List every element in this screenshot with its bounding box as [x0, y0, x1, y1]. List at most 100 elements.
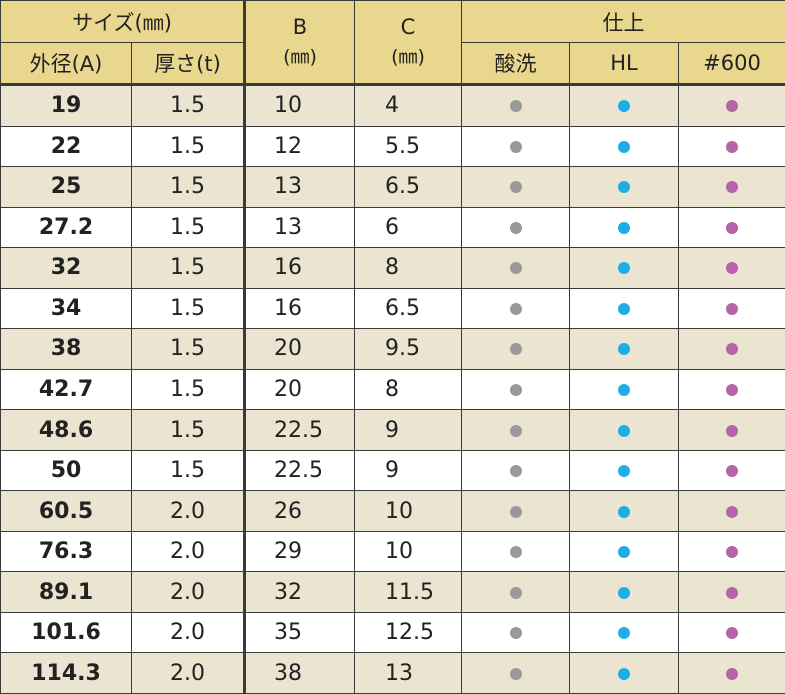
finish-hl-header: HL: [569, 42, 680, 85]
finish-hl-cell: [569, 83, 680, 127]
thickness-cell: 1.5: [130, 247, 246, 289]
table-row: 89.1 2.0 32 11.5: [0, 571, 785, 613]
thickness-cell: 1.5: [130, 449, 246, 492]
c-cell: 8: [354, 247, 463, 289]
table-row: 114.3 2.0 38 13: [0, 652, 785, 694]
c-cell: 6.5: [354, 166, 463, 208]
table-body: 19 1.5 10 4 22 1.5 12 5.5 25 1.5 13 6.5 27.2 1.5 13 6 32…: [0, 83, 785, 694]
finish-600-dot-icon: [726, 627, 739, 640]
c-header: C (㎜): [354, 0, 463, 85]
finish-pickled-cell: [461, 449, 571, 492]
thickness-cell: 1.5: [130, 83, 246, 127]
finish-hl-dot-icon: [618, 505, 631, 518]
table-row: 50 1.5 22.5 9: [0, 449, 785, 492]
finish-pickled-cell: [461, 409, 571, 451]
table-row: 76.3 2.0 29 10: [0, 530, 785, 573]
finish-600-cell: [678, 83, 785, 127]
finish-hl-cell: [569, 611, 680, 654]
table-row: 48.6 1.5 22.5 9: [0, 409, 785, 451]
table-row: 42.7 1.5 20 8: [0, 368, 785, 411]
finish-600-dot-icon: [726, 667, 739, 680]
finish-600-cell: [678, 206, 785, 249]
thickness-cell: 1.5: [130, 409, 246, 451]
outer-diameter-cell: 48.6: [0, 409, 132, 451]
thickness-cell: 1.5: [130, 166, 246, 208]
finish-600-dot-icon: [726, 546, 739, 559]
c-cell: 9: [354, 409, 463, 451]
finish-pickled-dot-icon: [509, 465, 522, 478]
finish-600-dot-icon: [726, 586, 739, 599]
outer-diameter-cell: 50: [0, 449, 132, 492]
outer-diameter-cell: 19: [0, 83, 132, 127]
finish-600-dot-icon: [726, 221, 739, 234]
finish-600-header: #600: [678, 42, 785, 85]
c-cell: 5.5: [354, 125, 463, 168]
finish-pickled-dot-icon: [509, 505, 522, 518]
finish-pickled-cell: [461, 247, 571, 289]
finish-pickled-cell: [461, 125, 571, 168]
finish-600-cell: [678, 652, 785, 694]
table-row: 101.6 2.0 35 12.5: [0, 611, 785, 654]
finish-hl-cell: [569, 571, 680, 613]
finish-hl-dot-icon: [618, 100, 631, 113]
c-cell: 6.5: [354, 287, 463, 330]
outer-diameter-cell: 32: [0, 247, 132, 289]
finish-pickled-dot-icon: [509, 100, 522, 113]
finish-pickled-cell: [461, 611, 571, 654]
finish-hl-cell: [569, 409, 680, 451]
table-row: 38 1.5 20 9.5: [0, 328, 785, 370]
c-cell: 6: [354, 206, 463, 249]
table-row: 32 1.5 16 8: [0, 247, 785, 289]
outer-diameter-cell: 34: [0, 287, 132, 330]
table-row: 19 1.5 10 4: [0, 83, 785, 127]
outer-diameter-cell: 60.5: [0, 490, 132, 532]
outer-diameter-cell: 25: [0, 166, 132, 208]
finish-pickled-dot-icon: [509, 627, 522, 640]
finish-600-dot-icon: [726, 302, 739, 315]
b-cell: 13: [243, 206, 356, 249]
outer-diameter-cell: 76.3: [0, 530, 132, 573]
b-header-unit: (㎜): [283, 46, 317, 68]
finish-hl-dot-icon: [618, 546, 631, 559]
thickness-cell: 2.0: [130, 652, 246, 694]
finish-hl-dot-icon: [618, 383, 631, 396]
finish-hl-dot-icon: [618, 424, 631, 437]
finish-600-cell: [678, 530, 785, 573]
finish-pickled-dot-icon: [509, 181, 522, 194]
b-cell: 26: [243, 490, 356, 532]
b-header-label: B: [292, 15, 308, 39]
finish-600-cell: [678, 287, 785, 330]
finish-hl-cell: [569, 530, 680, 573]
finish-600-dot-icon: [726, 262, 739, 275]
outer-diameter-cell: 101.6: [0, 611, 132, 654]
outer-diameter-cell: 22: [0, 125, 132, 168]
finish-hl-cell: [569, 206, 680, 249]
finish-hl-dot-icon: [618, 465, 631, 478]
c-cell: 8: [354, 368, 463, 411]
finish-pickled-dot-icon: [509, 343, 522, 356]
c-cell: 9.5: [354, 328, 463, 370]
finish-hl-cell: [569, 287, 680, 330]
finish-pickled-cell: [461, 490, 571, 532]
finish-600-dot-icon: [726, 383, 739, 396]
thickness-header: 厚さ(t): [130, 42, 246, 85]
finish-600-cell: [678, 409, 785, 451]
finish-hl-cell: [569, 125, 680, 168]
finish-group-header: 仕上: [461, 0, 785, 43]
c-cell: 4: [354, 83, 463, 127]
finish-600-dot-icon: [726, 465, 739, 478]
finish-pickled-dot-icon: [509, 140, 522, 153]
thickness-cell: 1.5: [130, 328, 246, 370]
thickness-cell: 1.5: [130, 368, 246, 411]
thickness-cell: 1.5: [130, 287, 246, 330]
finish-pickled-dot-icon: [509, 302, 522, 315]
b-cell: 32: [243, 571, 356, 613]
table-row: 27.2 1.5 13 6: [0, 206, 785, 249]
table-header: サイズ(㎜) B (㎜) C (㎜) 仕上 外径(A) 厚さ(t) 酸洗 HL …: [0, 0, 785, 85]
finish-hl-cell: [569, 652, 680, 694]
b-cell: 38: [243, 652, 356, 694]
finish-hl-cell: [569, 328, 680, 370]
b-cell: 16: [243, 287, 356, 330]
finish-600-cell: [678, 490, 785, 532]
finish-pickled-cell: [461, 287, 571, 330]
